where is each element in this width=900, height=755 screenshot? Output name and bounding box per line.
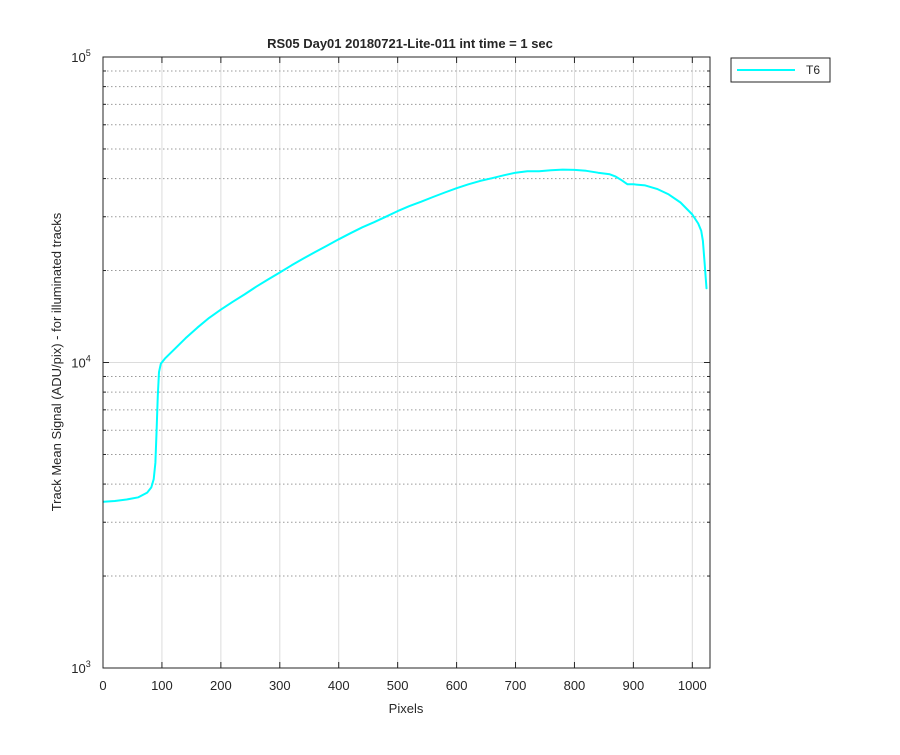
x-tick-label: 900 bbox=[623, 678, 645, 693]
x-tick-label: 200 bbox=[210, 678, 232, 693]
x-tick-label: 800 bbox=[564, 678, 586, 693]
y-tick-label-exponent: 4 bbox=[86, 354, 91, 364]
legend-label-t6: T6 bbox=[806, 63, 820, 77]
y-tick-label-exponent: 5 bbox=[86, 48, 91, 58]
y-axis-label: Track Mean Signal (ADU/pix) - for illumi… bbox=[49, 212, 64, 511]
y-tick-label-base: 10 bbox=[71, 661, 85, 676]
x-tick-label: 600 bbox=[446, 678, 468, 693]
x-tick-label: 300 bbox=[269, 678, 291, 693]
y-tick-label-exponent: 3 bbox=[86, 659, 91, 669]
x-tick-label: 400 bbox=[328, 678, 350, 693]
grid-layer bbox=[102, 56, 710, 669]
tick-layer: 0 100 200 300 400 500 600 700 800 900 100010310410… bbox=[71, 48, 710, 693]
legend: T6 bbox=[730, 57, 831, 83]
x-tick-label: 500 bbox=[387, 678, 409, 693]
series-line-t6 bbox=[102, 168, 708, 503]
series-layer bbox=[102, 168, 708, 503]
label-layer: RS05 Day01 20180721-Lite-011 int time = … bbox=[49, 36, 553, 716]
chart-title: RS05 Day01 20180721-Lite-011 int time = … bbox=[267, 36, 553, 51]
x-axis-label: Pixels bbox=[389, 701, 424, 716]
y-tick-label: 103 bbox=[71, 659, 90, 676]
y-tick-label-base: 10 bbox=[71, 356, 85, 371]
y-tick-label: 105 bbox=[71, 48, 90, 65]
y-tick-label-base: 10 bbox=[71, 50, 85, 65]
x-tick-label: 1000 bbox=[678, 678, 707, 693]
x-tick-label: 100 bbox=[151, 678, 173, 693]
x-tick-label: 700 bbox=[505, 678, 527, 693]
y-tick-label: 104 bbox=[71, 354, 90, 371]
x-tick-label: 0 bbox=[99, 678, 106, 693]
